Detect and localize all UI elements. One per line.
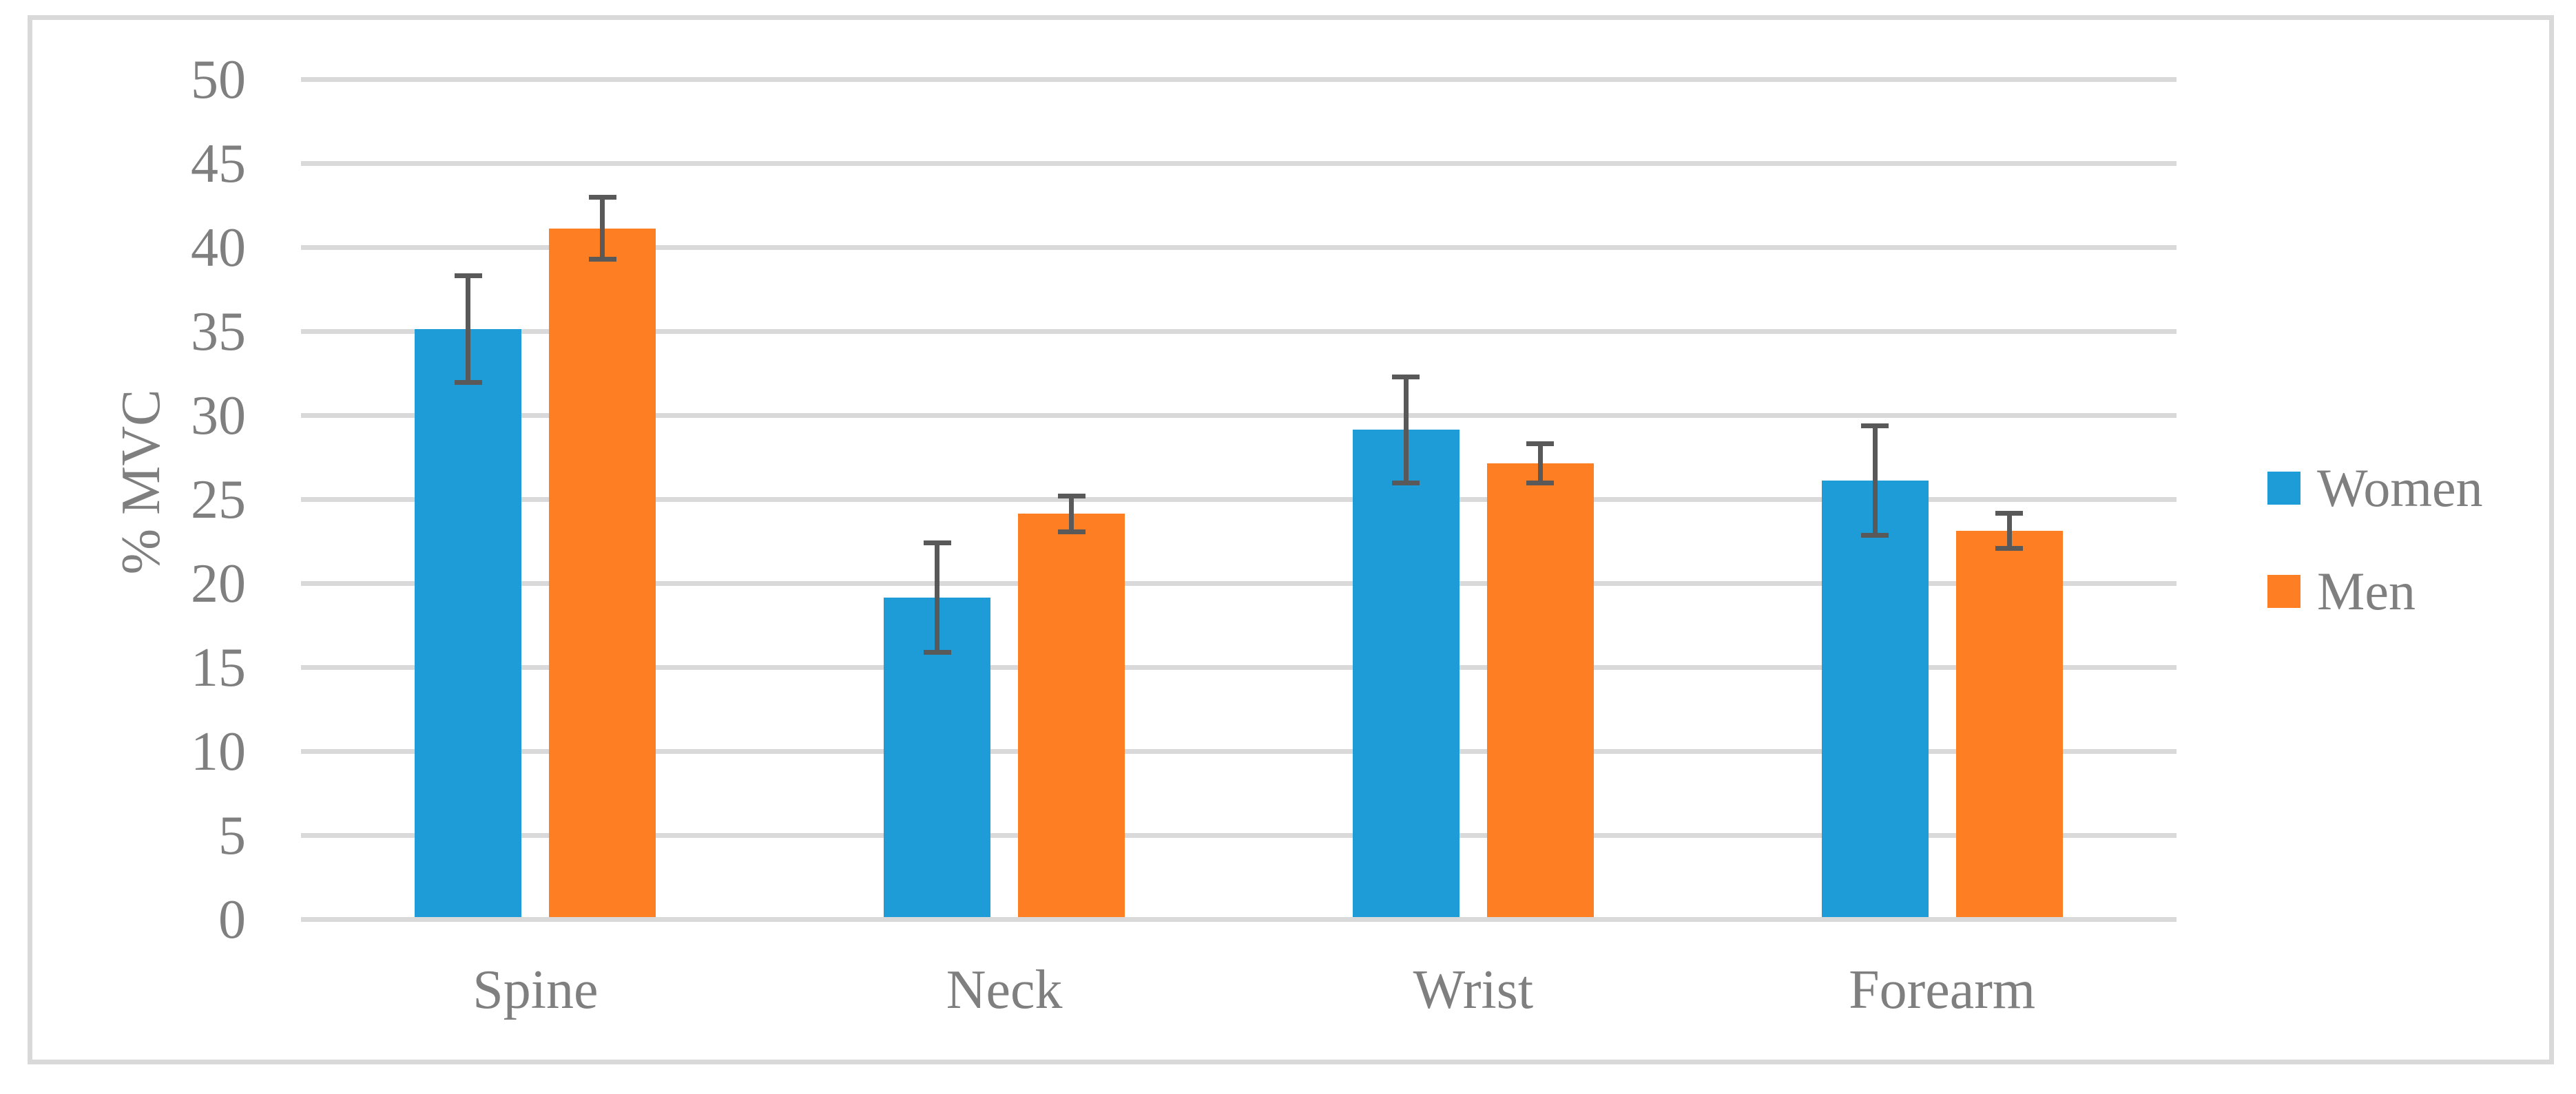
error-bar-men-forearm	[1995, 510, 2024, 516]
legend-item-men: Men	[2267, 565, 2416, 618]
error-bar-men-wrist	[1526, 441, 1555, 447]
error-bar-women-forearm	[1872, 423, 1878, 538]
legend-label-women: Women	[2317, 458, 2483, 518]
gridline	[301, 329, 2177, 334]
error-bar-men-forearm	[2006, 510, 2012, 551]
bar-men-forearm	[1955, 530, 2063, 917]
gridline	[301, 77, 2177, 82]
error-bar-men-spine	[588, 257, 616, 262]
y-tick-label: 50	[191, 49, 246, 110]
error-bar-men-neck	[1057, 529, 1086, 534]
bar-men-wrist	[1486, 463, 1594, 917]
x-category-label-wrist: Wrist	[1413, 960, 1534, 1020]
error-bar-men-wrist	[1526, 480, 1555, 485]
gridline	[301, 581, 2177, 586]
error-bar-women-neck	[923, 650, 951, 655]
legend-swatch-women	[2267, 472, 2300, 505]
error-bar-women-forearm	[1861, 423, 1889, 428]
gridline	[301, 161, 2177, 166]
bar-men-spine	[549, 228, 656, 917]
error-bar-women-wrist	[1392, 480, 1420, 485]
y-tick-label: 35	[191, 301, 246, 362]
gridline	[301, 749, 2177, 754]
error-bar-men-neck	[1069, 494, 1074, 534]
error-bar-men-neck	[1057, 494, 1086, 499]
y-tick-label: 45	[191, 133, 246, 194]
y-tick-label: 15	[191, 637, 246, 698]
error-bar-women-spine	[466, 273, 471, 385]
gridline	[301, 413, 2177, 418]
legend-item-women: Women	[2267, 461, 2483, 515]
error-bar-men-spine	[588, 194, 616, 200]
error-bar-women-neck	[923, 540, 951, 546]
error-bar-men-forearm	[1995, 546, 2024, 551]
y-tick-label: 20	[191, 553, 246, 614]
x-category-label-spine: Spine	[472, 960, 599, 1020]
gridline	[301, 245, 2177, 250]
figure-border	[28, 15, 2554, 1064]
y-tick-label: 40	[191, 217, 246, 278]
legend-swatch-men	[2267, 575, 2300, 608]
y-tick-label: 10	[191, 721, 246, 782]
gridline	[301, 917, 2177, 922]
x-category-label-forearm: Forearm	[1849, 960, 2036, 1020]
y-tick-label: 5	[218, 805, 246, 866]
y-tick-label: 0	[218, 889, 246, 950]
legend-label-men: Men	[2317, 561, 2416, 621]
error-bar-men-wrist	[1537, 441, 1543, 485]
error-bar-women-wrist	[1403, 374, 1409, 485]
x-category-label-neck: Neck	[946, 960, 1063, 1020]
bar-men-neck	[1018, 514, 1125, 917]
error-bar-women-spine	[454, 273, 482, 279]
error-bar-men-spine	[600, 194, 605, 262]
error-bar-women-spine	[454, 379, 482, 385]
error-bar-women-wrist	[1392, 374, 1420, 379]
bar-women-forearm	[1821, 480, 1929, 917]
y-tick-label: 30	[191, 385, 246, 446]
error-bar-women-neck	[935, 540, 940, 655]
error-bar-women-forearm	[1861, 532, 1889, 538]
bar-women-spine	[415, 329, 522, 917]
gridline	[301, 665, 2177, 670]
gridline	[301, 497, 2177, 502]
bar-women-wrist	[1352, 430, 1460, 917]
gridline	[301, 833, 2177, 838]
y-tick-label: 25	[191, 469, 246, 530]
